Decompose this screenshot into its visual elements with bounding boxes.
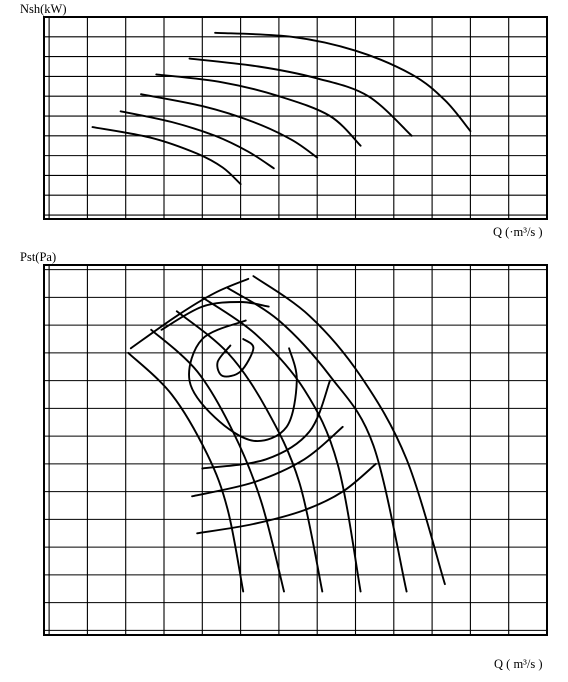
pressure-y-axis-label: Pst(Pa) <box>20 250 56 264</box>
pressure-curve-line <box>252 275 446 586</box>
efficiency-contour-line <box>191 425 344 498</box>
power-curve-line <box>155 73 362 147</box>
pressure-x-axis-label: Q ( m³/s ) <box>494 657 543 671</box>
power-curve-line <box>119 110 275 170</box>
plot-frame <box>43 264 548 636</box>
power-curve-line <box>214 31 472 133</box>
power-y-axis-label: Nsh(kW) <box>20 2 67 16</box>
pressure-chart: Pst(Pa) Q ( m³/s ) <box>20 250 548 671</box>
power-curve-line <box>91 126 242 186</box>
pressure-curve-line <box>201 296 362 593</box>
plot-frame <box>43 16 548 220</box>
power-curves <box>91 31 472 186</box>
efficiency-contour-line <box>196 462 377 535</box>
pressure-grid <box>43 264 548 636</box>
power-curve-line <box>140 93 319 159</box>
power-x-axis-label: Q (·m³/s ) <box>493 225 543 239</box>
pressure-curves <box>127 275 446 593</box>
pressure-curve-line <box>127 351 245 593</box>
power-grid <box>43 16 548 220</box>
power-chart: Nsh(kW) Q (·m³/s ) <box>20 2 548 239</box>
efficiency-contour-line <box>129 277 250 350</box>
efficiency-contours <box>129 277 377 535</box>
efficiency-contour-line <box>216 338 255 378</box>
pressure-curve-line <box>150 328 285 593</box>
pressure-curve-line <box>175 310 324 593</box>
power-curve-line <box>188 57 413 137</box>
pressure-curve-line <box>226 287 408 593</box>
